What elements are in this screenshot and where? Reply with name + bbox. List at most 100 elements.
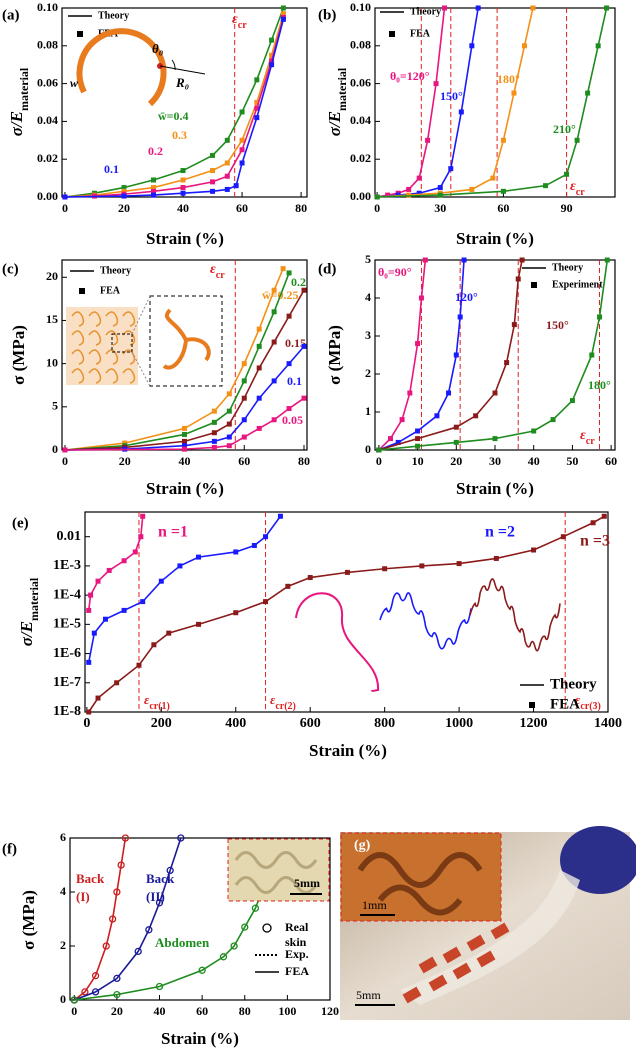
x-tick-label: 90 [561, 201, 573, 215]
theory-line [378, 259, 609, 451]
x-axis-label: Strain (%) [146, 229, 224, 248]
x-tick-label: 80 [239, 1004, 251, 1018]
data-point [121, 607, 127, 613]
data-point [601, 513, 607, 519]
x-tick-label: 40 [528, 454, 540, 468]
series-label: 180° [497, 72, 520, 86]
inset-cell [88, 349, 102, 365]
data-point [256, 365, 262, 371]
theory-line [64, 289, 305, 451]
scale-label: 1mm [362, 898, 387, 912]
data-point [415, 428, 421, 434]
series-label: θ₀=90° [378, 265, 412, 279]
panel-tag: (a) [2, 7, 20, 23]
data-point [271, 378, 277, 384]
y-tick-label: 0.00 [37, 189, 58, 203]
legend-marker [529, 702, 535, 708]
data-point [180, 168, 186, 174]
legend-label: FEA [550, 696, 580, 712]
legend-label: FEA [100, 285, 121, 296]
data-point [425, 137, 431, 143]
data-point [475, 5, 481, 11]
legend-label: Theory [550, 676, 597, 692]
data-point [226, 443, 232, 449]
x-tick-label: 200 [151, 716, 172, 731]
glove [560, 826, 636, 894]
data-point [595, 43, 601, 49]
data-point [134, 947, 142, 956]
y-tick-label: 1E-3 [53, 558, 81, 573]
y-tick-label: 4 [365, 290, 371, 304]
inset-label: R₀ [175, 75, 189, 90]
data-point [102, 616, 108, 622]
data-point [155, 982, 164, 991]
critical-label-main: ε [144, 692, 150, 707]
inset-label: θ₀ [152, 41, 163, 56]
data-point [166, 630, 172, 636]
y-tick-label: 0.06 [37, 75, 58, 89]
y-tick-label: 1E-7 [53, 675, 81, 690]
data-point [113, 990, 121, 999]
y-tick-label: 10 [46, 355, 58, 369]
data-point [151, 177, 157, 183]
inset-cell [105, 349, 119, 365]
legend-label: Theory [410, 6, 441, 17]
data-point [210, 168, 216, 174]
data-point [81, 988, 89, 996]
data-point [155, 899, 164, 907]
data-point [519, 257, 525, 263]
critical-label: εcr(3) [575, 692, 601, 712]
data-point [210, 179, 216, 185]
data-point [95, 695, 101, 701]
theory-line [74, 891, 263, 1001]
data-point [211, 444, 217, 450]
data-point [140, 513, 146, 519]
data-point [233, 549, 239, 555]
plot-frame [61, 7, 308, 198]
data-point [182, 425, 187, 431]
series-label: 0.2 [148, 144, 163, 158]
data-point [453, 439, 459, 445]
y-tick-label: 0 [60, 992, 66, 1006]
data-point [504, 360, 510, 366]
data-point [117, 861, 125, 869]
data-point [241, 923, 249, 931]
series-label: n =3 [580, 533, 610, 550]
data-point [140, 599, 146, 605]
y-tick-label: 0.00 [350, 189, 371, 203]
inset-cell [105, 368, 119, 384]
data-point [269, 52, 275, 58]
data-point [473, 413, 479, 419]
critical-label-sub: cr(2) [275, 701, 296, 712]
series-label: 0.05 [282, 413, 303, 427]
data-point [271, 287, 277, 293]
data-point [166, 866, 174, 875]
scale-label: 5mm [356, 988, 381, 1002]
y-axis-label: σ/Ematerial [325, 67, 349, 136]
data-point [406, 192, 412, 198]
series-label: 0.1 [287, 374, 302, 388]
x-tick-label: 20 [111, 1004, 123, 1018]
legend-label: Theory [100, 265, 131, 276]
x-tick-label: 0 [376, 454, 382, 468]
y-axis-label-main: σ/E [7, 111, 26, 136]
data-point [543, 183, 549, 189]
data-point [492, 436, 498, 442]
data-point [210, 152, 216, 158]
critical-label-sub: cr(1) [149, 701, 170, 712]
data-point [515, 276, 521, 282]
y-tick-label: 1E-4 [53, 587, 81, 602]
x-axis-label: Strain (%) [146, 479, 224, 498]
y-axis-label: σ/Ematerial [17, 577, 41, 646]
data-point [286, 361, 292, 367]
y-tick-label: 0 [52, 442, 58, 456]
x-tick-label: 40 [177, 201, 189, 215]
data-point [198, 966, 206, 974]
data-point [241, 417, 247, 423]
y-axis-label-main: σ/E [325, 111, 344, 136]
inset-serpentine [469, 578, 561, 652]
series-label: 150° [546, 318, 569, 332]
data-point [280, 16, 286, 22]
y-tick-label: 0.08 [350, 38, 371, 52]
data-point [233, 183, 239, 189]
